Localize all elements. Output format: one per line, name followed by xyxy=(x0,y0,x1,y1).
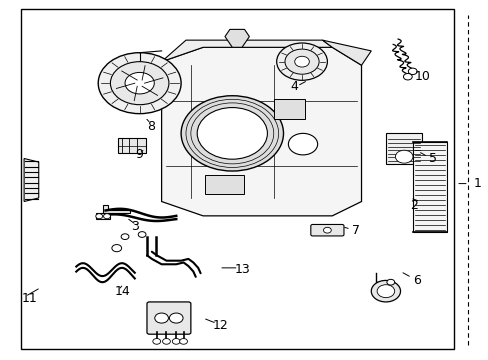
Circle shape xyxy=(285,49,319,74)
Circle shape xyxy=(395,150,412,163)
Text: 7: 7 xyxy=(351,224,359,237)
Circle shape xyxy=(386,279,394,285)
Text: 5: 5 xyxy=(428,152,436,165)
Circle shape xyxy=(169,313,183,323)
Circle shape xyxy=(103,214,110,219)
Circle shape xyxy=(179,338,187,344)
Polygon shape xyxy=(103,205,130,213)
Circle shape xyxy=(288,134,317,155)
Circle shape xyxy=(112,244,122,252)
Circle shape xyxy=(197,108,267,159)
Circle shape xyxy=(121,234,129,239)
Bar xyxy=(96,213,110,220)
Circle shape xyxy=(323,227,330,233)
Text: 12: 12 xyxy=(212,319,228,332)
Bar xyxy=(118,138,146,153)
Bar xyxy=(21,9,453,349)
Text: 3: 3 xyxy=(131,220,139,233)
Polygon shape xyxy=(385,134,422,164)
Circle shape xyxy=(125,72,154,94)
Text: 11: 11 xyxy=(21,292,37,305)
Circle shape xyxy=(276,43,327,80)
Circle shape xyxy=(138,231,146,237)
Text: 13: 13 xyxy=(234,263,250,276)
Circle shape xyxy=(153,338,160,344)
Circle shape xyxy=(162,338,170,344)
Text: 9: 9 xyxy=(135,148,142,161)
Circle shape xyxy=(155,313,168,323)
Text: 14: 14 xyxy=(114,285,130,298)
Bar xyxy=(273,99,305,119)
Text: 6: 6 xyxy=(412,274,420,287)
Text: 2: 2 xyxy=(409,199,417,212)
Polygon shape xyxy=(412,142,446,232)
Circle shape xyxy=(376,285,394,298)
Text: 1: 1 xyxy=(473,177,481,190)
Text: 4: 4 xyxy=(290,80,298,93)
Circle shape xyxy=(181,96,283,171)
Text: 8: 8 xyxy=(147,120,155,133)
Text: 10: 10 xyxy=(413,69,429,82)
Polygon shape xyxy=(161,40,331,62)
Circle shape xyxy=(110,62,168,105)
Circle shape xyxy=(98,53,181,114)
Circle shape xyxy=(370,280,400,302)
Polygon shape xyxy=(322,40,370,65)
Circle shape xyxy=(403,73,411,80)
Circle shape xyxy=(407,68,416,75)
Polygon shape xyxy=(161,47,361,216)
Circle shape xyxy=(294,56,309,67)
Circle shape xyxy=(96,214,102,219)
FancyBboxPatch shape xyxy=(310,225,343,236)
Polygon shape xyxy=(224,30,249,47)
Bar xyxy=(205,175,244,194)
FancyBboxPatch shape xyxy=(147,302,190,334)
Polygon shape xyxy=(24,158,39,202)
Circle shape xyxy=(172,338,180,344)
